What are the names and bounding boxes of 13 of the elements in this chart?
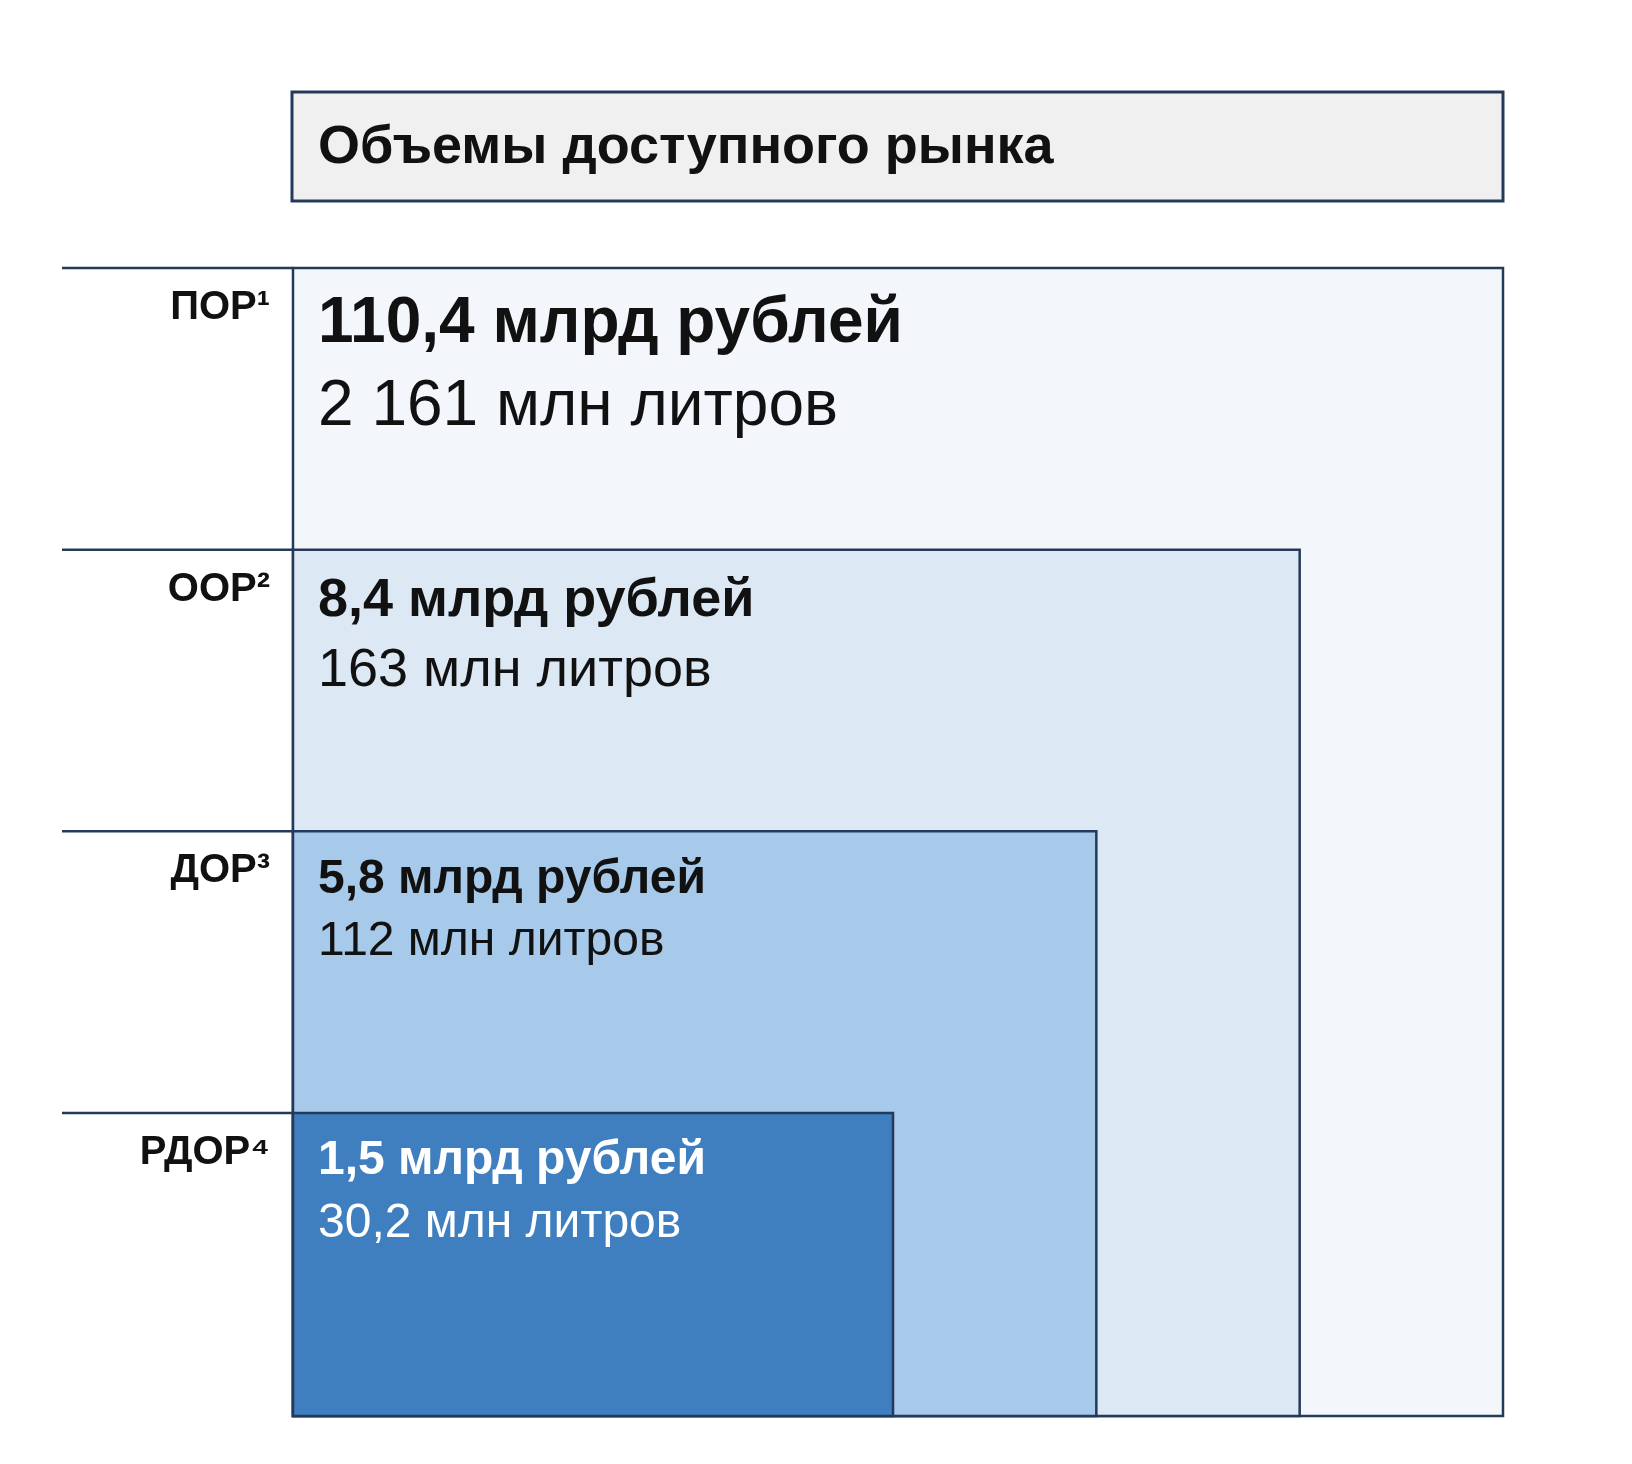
category-label: ПОР¹ [170, 283, 270, 328]
category-label: ООР² [167, 564, 270, 609]
category-label: ДОР³ [170, 846, 270, 891]
data-label: 110,4 млрд рублей [318, 283, 903, 356]
data-label: 163 млн литров [318, 636, 712, 697]
data-label: 2 161 млн литров [318, 366, 838, 439]
category-label: РДОР⁴ [139, 1128, 270, 1173]
data-label: 8,4 млрд рублей [318, 566, 755, 627]
data-label: 5,8 млрд рублей [318, 849, 706, 903]
text: Объемы доступного рынка [318, 113, 1055, 174]
data-label: 30,2 млн литров [318, 1193, 682, 1247]
data-label: 112 млн литров [318, 911, 665, 965]
data-label: 1,5 млрд рублей [318, 1131, 706, 1185]
